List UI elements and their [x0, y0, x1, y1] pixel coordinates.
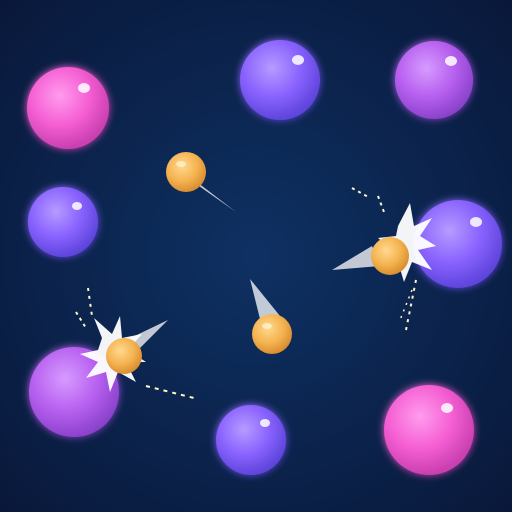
bubble-bottom-center[interactable]: [216, 405, 286, 475]
ball-center[interactable]: [252, 314, 292, 354]
bubble-highlight: [470, 217, 482, 227]
ball-highlight: [262, 323, 272, 329]
spark-streak: [75, 311, 87, 329]
bubble-top-left[interactable]: [27, 67, 109, 149]
ball-highlight: [176, 161, 186, 167]
spark-streak: [377, 195, 385, 213]
bubble-highlight: [72, 202, 82, 210]
bubble-highlight: [260, 419, 270, 427]
spark-streak: [405, 279, 417, 331]
bubble-top-center[interactable]: [240, 40, 320, 120]
bubble-highlight: [78, 83, 90, 93]
bubble-highlight: [292, 55, 304, 65]
bubble-mid-left[interactable]: [28, 187, 98, 257]
ball-top-left[interactable]: [166, 152, 206, 192]
bubble-layer: [27, 40, 502, 475]
ball-left-impact[interactable]: [106, 338, 142, 374]
ball-layer: [106, 152, 409, 374]
ball-right-impact[interactable]: [371, 237, 409, 275]
ball-trail: [332, 246, 380, 270]
bubble-top-right[interactable]: [395, 41, 473, 119]
bubble-highlight: [441, 403, 453, 413]
bubble-highlight: [445, 56, 457, 66]
ball-trail: [250, 279, 280, 319]
bubble-mid-right[interactable]: [414, 200, 502, 288]
bubble-bottom-right[interactable]: [384, 385, 474, 475]
